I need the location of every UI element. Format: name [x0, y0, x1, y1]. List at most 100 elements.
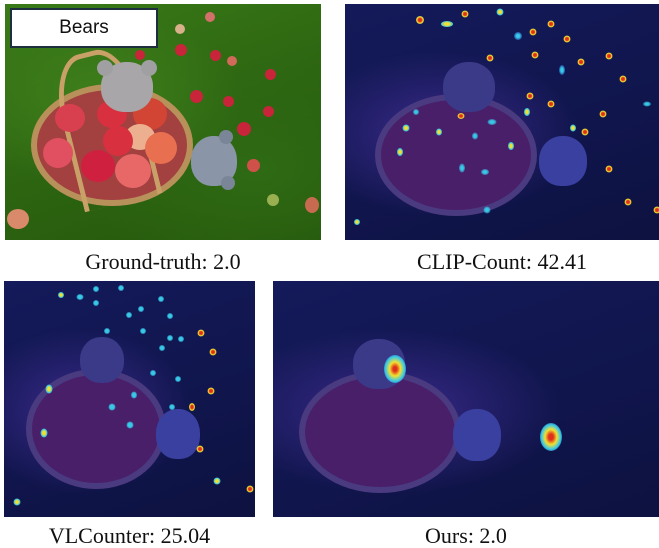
apple — [223, 96, 234, 107]
density-peak — [104, 328, 110, 334]
apple — [227, 56, 237, 66]
density-peak — [77, 294, 84, 300]
blue-bear-head — [539, 136, 587, 186]
density-peak — [178, 336, 184, 342]
density-peak — [481, 169, 489, 175]
density-peak — [654, 207, 659, 214]
density-peak — [548, 21, 555, 28]
density-peak — [175, 376, 181, 382]
bear-ear — [221, 176, 235, 190]
density-peak — [159, 345, 165, 351]
ours-caption: Ours: 2.0 — [273, 525, 659, 547]
density-peak — [497, 9, 504, 16]
density-peak — [118, 285, 124, 291]
density-peak — [459, 164, 465, 173]
density-peak — [189, 403, 195, 411]
density-peak — [570, 125, 576, 132]
apple — [237, 122, 251, 136]
apple — [135, 50, 145, 60]
apple — [81, 150, 115, 182]
density-peak — [126, 312, 132, 318]
density-peak — [559, 65, 565, 75]
density-peak — [397, 148, 403, 156]
density-peak — [462, 11, 469, 18]
density-peak — [210, 349, 217, 356]
basket — [299, 371, 461, 493]
density-peak — [93, 300, 99, 306]
apple — [190, 90, 203, 103]
density-peak — [109, 404, 116, 411]
clip-count-density-map — [345, 4, 659, 240]
vlcounter-caption: VLCounter: 25.04 — [4, 525, 255, 547]
density-peak — [606, 53, 613, 60]
ground-truth-caption: Ground-truth: 2.0 — [5, 251, 321, 273]
density-peak — [169, 404, 175, 410]
bear-density-peak — [384, 355, 406, 383]
density-peak — [472, 133, 478, 140]
density-peak — [158, 296, 164, 302]
density-peak — [58, 292, 64, 298]
density-peak — [198, 330, 205, 337]
density-peak — [548, 101, 555, 108]
blue-bear-head — [156, 409, 200, 459]
density-peak — [413, 109, 419, 115]
density-peak — [527, 93, 534, 100]
density-peak — [197, 446, 204, 453]
apple — [55, 104, 85, 132]
apple — [247, 159, 260, 172]
density-peak — [208, 388, 215, 395]
density-peak — [488, 119, 497, 125]
density-peak — [532, 52, 539, 59]
density-peak — [46, 385, 53, 394]
density-peak — [508, 142, 514, 150]
bear-ear — [141, 60, 157, 76]
density-peak — [458, 113, 465, 119]
density-peak — [606, 166, 613, 173]
density-peak — [643, 102, 651, 107]
density-peak — [127, 422, 134, 429]
density-peak — [403, 125, 410, 132]
density-peak — [441, 21, 453, 27]
vlcounter-density-map — [4, 281, 255, 517]
density-peak — [600, 111, 607, 118]
gray-bear-head — [80, 337, 124, 383]
apple — [43, 138, 73, 168]
density-peak — [582, 129, 589, 136]
bear-ear — [97, 60, 113, 76]
density-peak — [14, 499, 21, 506]
query-label: Bears — [10, 8, 158, 48]
density-peak — [484, 207, 491, 214]
apple — [210, 50, 221, 61]
density-peak — [140, 328, 146, 334]
density-peak — [564, 36, 571, 43]
density-peak — [167, 335, 173, 341]
density-peak — [416, 16, 424, 24]
density-peak — [524, 108, 530, 116]
density-peak — [247, 486, 254, 493]
density-peak — [436, 129, 442, 136]
density-peak — [167, 313, 173, 319]
apple — [145, 132, 177, 164]
apple — [263, 106, 274, 117]
density-peak — [487, 55, 494, 62]
apple — [175, 24, 185, 34]
density-peak — [620, 76, 627, 83]
apple — [7, 209, 29, 229]
clip-count-caption: CLIP-Count: 42.41 — [345, 251, 659, 273]
density-peak — [578, 59, 585, 66]
bear-density-peak — [540, 423, 562, 451]
apple — [267, 194, 279, 206]
density-peak — [138, 306, 144, 312]
density-peak — [214, 478, 221, 485]
density-peak — [93, 286, 99, 292]
apple — [205, 12, 215, 22]
apple — [103, 126, 133, 156]
apple — [115, 154, 151, 188]
apple — [265, 69, 276, 80]
apple — [175, 44, 187, 56]
density-peak — [150, 370, 156, 376]
blue-bear-head — [453, 409, 501, 461]
bear-ear — [219, 130, 233, 144]
density-peak — [41, 429, 48, 438]
apple — [305, 197, 319, 213]
